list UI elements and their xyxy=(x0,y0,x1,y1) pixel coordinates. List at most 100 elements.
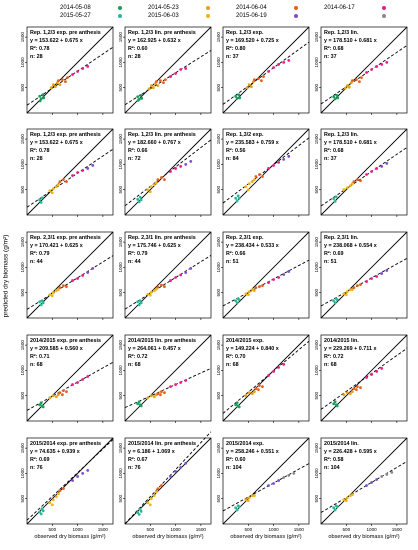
data-point xyxy=(156,392,160,396)
scatter-panel: 2014/2015 lin. pre anthesis y = 264.061 +… xyxy=(118,334,212,423)
data-point xyxy=(160,176,163,179)
one-to-one-line xyxy=(26,26,114,114)
regression-equation: y = 162.925 + 0.632 x xyxy=(128,38,181,44)
data-point xyxy=(365,484,368,487)
data-point xyxy=(62,389,65,393)
y-tick-label: 1000 xyxy=(20,468,25,479)
regression-equation: y = 149.224 + 0.840 x xyxy=(226,346,279,352)
sample-size: n: 28 xyxy=(30,156,43,162)
r-squared: R²: 0.72 xyxy=(324,354,343,360)
regression-equation: y = 6.186 + 1.069 x xyxy=(128,449,175,455)
data-point xyxy=(267,484,270,487)
data-point xyxy=(163,391,166,395)
data-point xyxy=(252,289,256,293)
panel-title: Rep. 2,3/1 lin. xyxy=(324,235,359,241)
data-point xyxy=(54,289,58,293)
data-point xyxy=(139,404,143,408)
y-tick-label: 1500 xyxy=(216,32,221,43)
regression-line xyxy=(222,259,310,307)
r-squared: R²: 0.67 xyxy=(128,457,147,463)
regression-line xyxy=(26,439,114,521)
legend-marker xyxy=(294,6,298,10)
legend-marker xyxy=(206,6,210,10)
data-point xyxy=(149,394,153,398)
data-point xyxy=(244,498,248,502)
y-tick-label: 1000 xyxy=(314,159,319,170)
regression-equation: y = 169.520 + 0.725 x xyxy=(226,38,279,44)
plot-frame xyxy=(124,437,212,525)
data-point xyxy=(42,96,46,100)
data-point xyxy=(234,196,238,200)
scatter-panel: 2015/2014 exp. y = 258.246 + 0.551 x R²: 0… xyxy=(216,437,310,540)
data-point xyxy=(282,273,286,276)
y-tick-label: 1000 xyxy=(314,365,319,376)
data-point xyxy=(138,195,142,199)
data-point xyxy=(252,78,256,82)
data-point xyxy=(244,185,248,189)
data-point xyxy=(365,71,368,74)
data-point xyxy=(51,83,55,87)
regression-line xyxy=(26,361,114,411)
r-squared: R²: 0.78 xyxy=(30,148,49,154)
x-tick-label: 500 xyxy=(342,527,350,532)
data-point xyxy=(40,404,44,408)
data-point xyxy=(137,303,141,307)
scatter-panel: Rep. 2,3/1 lin. y = 238.068 + 0.554 x R²: … xyxy=(314,231,408,320)
panel-title: 2015/2014 lin. pre anthesis xyxy=(128,441,196,447)
data-point xyxy=(136,98,140,102)
data-point xyxy=(237,405,241,409)
y-tick-label: 1000 xyxy=(118,159,123,170)
legend-marker xyxy=(118,6,122,10)
scatter-panel: Rep. 1,2/3 lin. y = 178.510 + 0.681 x R²: … xyxy=(314,26,408,115)
one-to-one-line xyxy=(124,26,212,114)
data-point xyxy=(237,505,241,509)
data-point xyxy=(360,76,363,79)
data-point xyxy=(234,403,238,407)
r-squared: R²: 0.69 xyxy=(30,457,49,463)
data-point xyxy=(66,76,69,79)
data-point xyxy=(38,94,42,98)
legend-label: 2014-06-04 xyxy=(236,5,267,11)
data-point xyxy=(54,185,58,189)
plot-frame xyxy=(124,26,212,114)
one-to-one-line xyxy=(222,26,310,114)
data-point xyxy=(76,277,79,280)
data-point xyxy=(244,394,248,398)
data-point xyxy=(86,271,90,274)
regression-line xyxy=(320,257,408,307)
data-point xyxy=(86,468,90,472)
data-point xyxy=(136,402,140,406)
plot-frame xyxy=(320,231,408,319)
data-point xyxy=(152,395,156,399)
panel-title: 2014/2015 exp. pre anthesis xyxy=(30,338,101,344)
r-squared: R²: 0.68 xyxy=(324,148,343,154)
data-point xyxy=(350,79,354,83)
data-point xyxy=(160,390,163,394)
data-point xyxy=(375,275,379,278)
y-tick-label: 500 xyxy=(314,288,319,296)
x-tick-label: 1000 xyxy=(72,527,83,532)
data-point xyxy=(358,80,361,84)
data-point xyxy=(349,81,353,85)
y-tick-label: 500 xyxy=(216,185,221,193)
data-point xyxy=(249,85,253,89)
y-tick-label: 500 xyxy=(216,494,221,502)
data-point xyxy=(50,503,54,507)
y-tick-label: 1500 xyxy=(118,134,123,145)
data-point xyxy=(335,505,339,509)
data-point xyxy=(184,67,188,70)
legend-marker xyxy=(382,14,386,18)
data-point xyxy=(137,512,141,516)
data-point xyxy=(258,384,261,387)
data-point xyxy=(64,80,67,84)
data-point xyxy=(65,285,68,289)
data-point xyxy=(169,385,172,388)
data-point xyxy=(350,390,354,394)
data-point xyxy=(250,494,254,498)
sample-size: n: 37 xyxy=(324,156,337,162)
y-tick-label: 500 xyxy=(118,185,123,193)
regression-equation: y = 175.746 + 0.625 x xyxy=(128,243,181,249)
one-to-one-line xyxy=(320,128,408,216)
y-tick-label: 1500 xyxy=(314,443,319,454)
data-point xyxy=(380,272,384,275)
